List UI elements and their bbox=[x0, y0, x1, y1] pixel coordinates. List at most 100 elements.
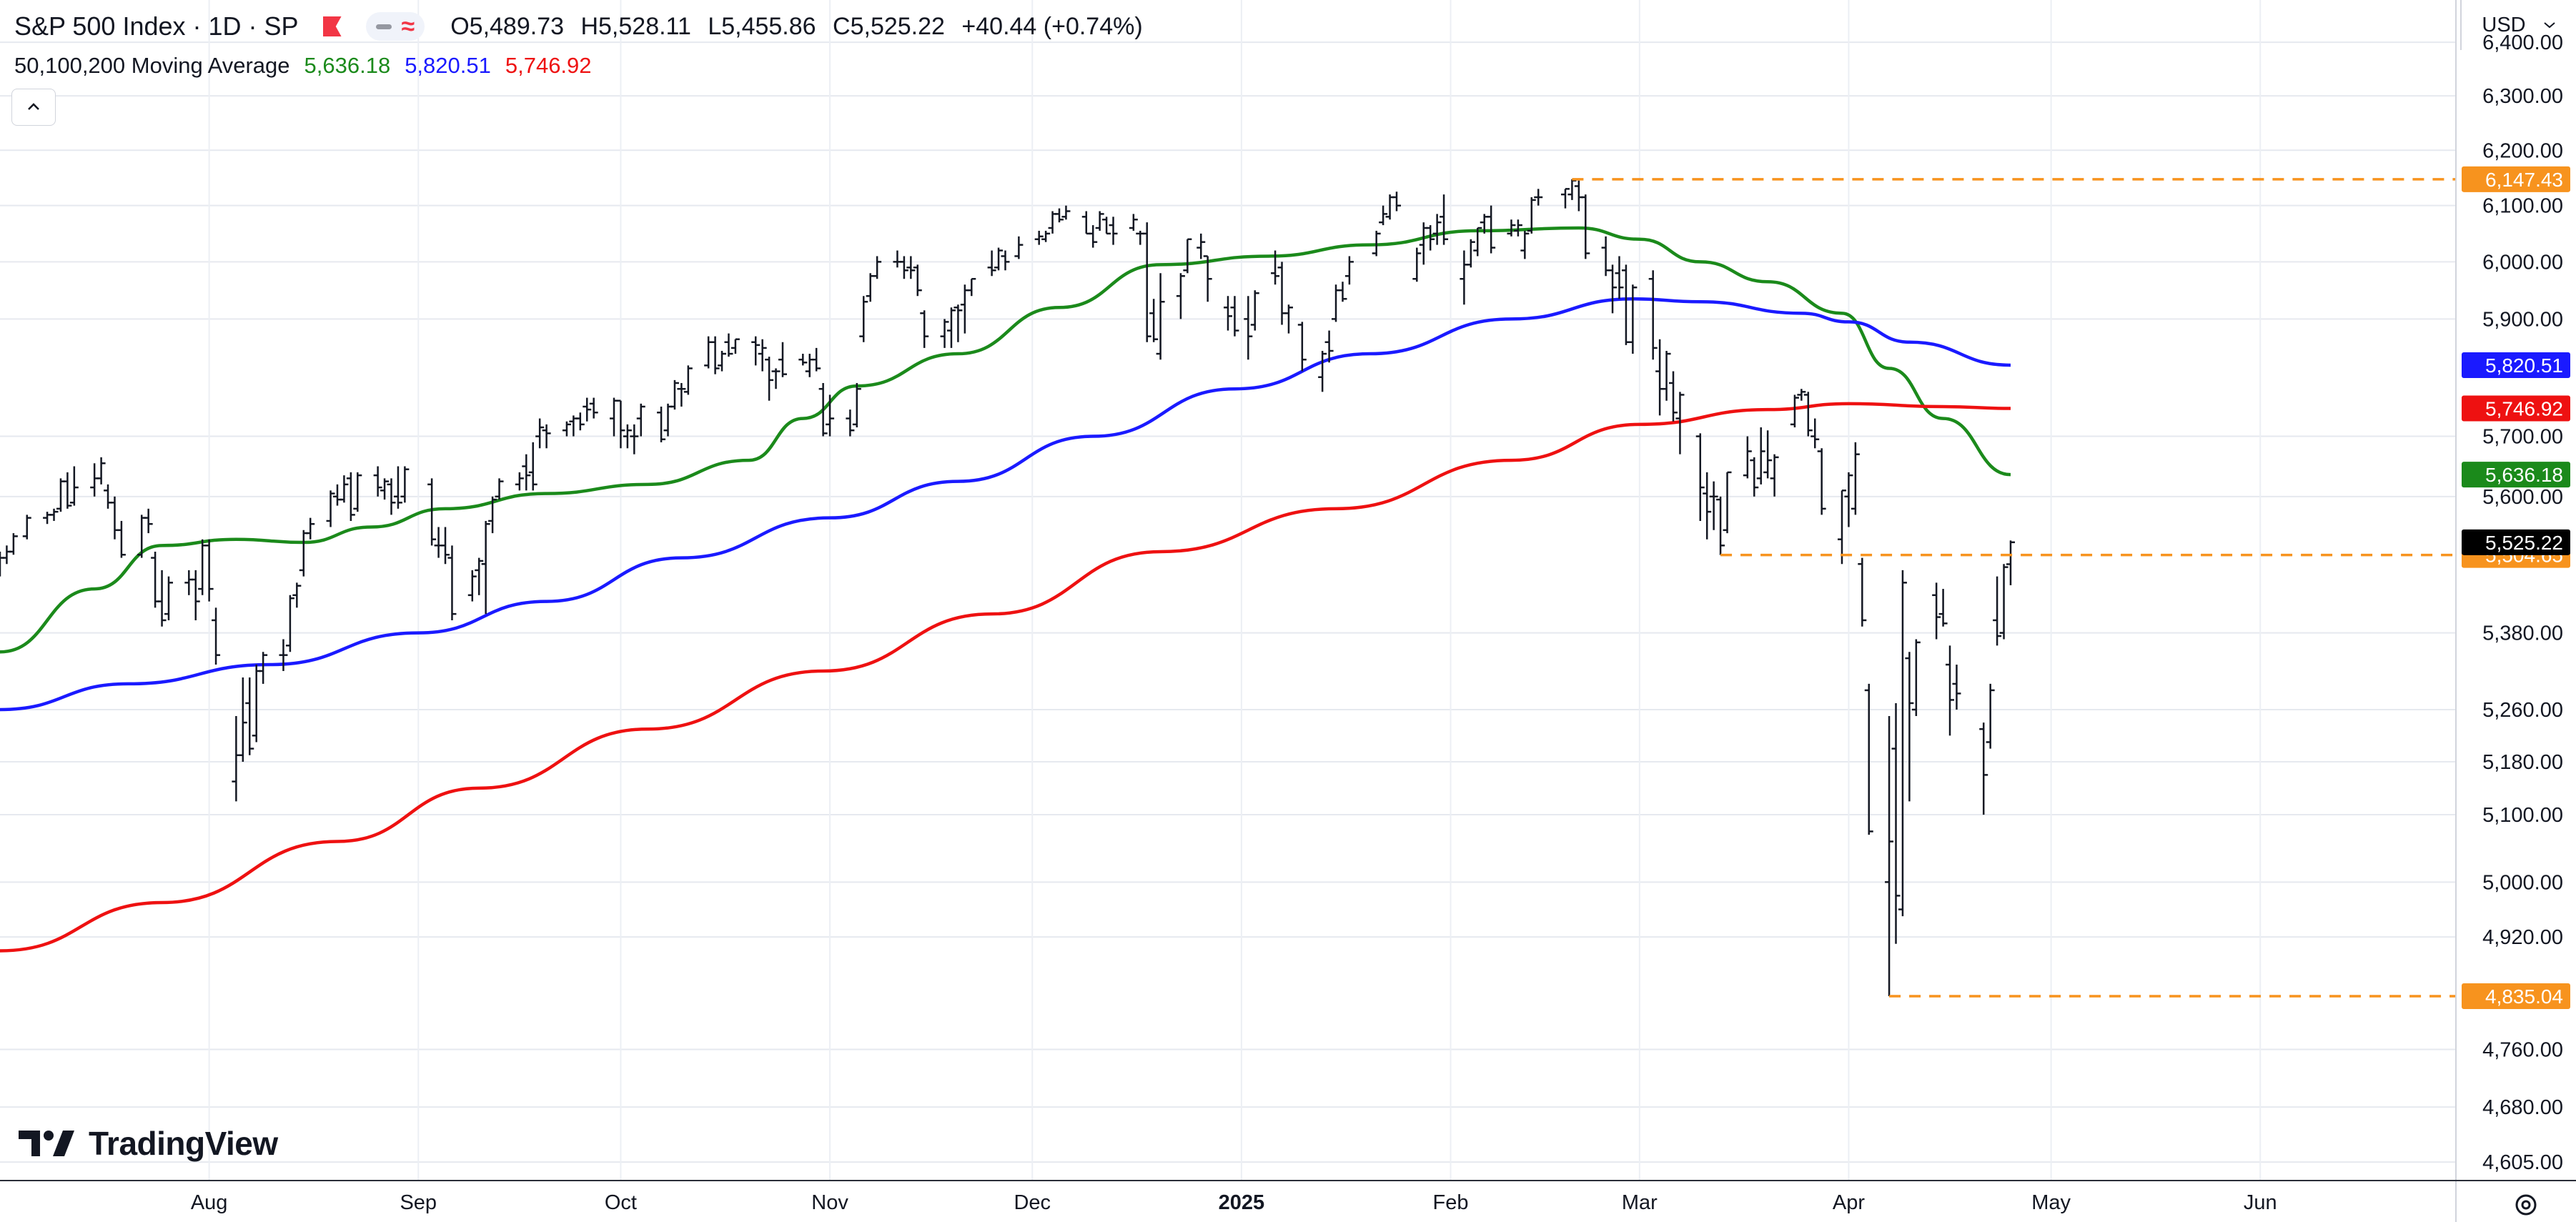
ma50-value: 5,636.18 bbox=[304, 53, 391, 78]
ohlc-bar bbox=[1379, 205, 1388, 226]
y-tick-label: 6,200.00 bbox=[2482, 139, 2563, 162]
ohlc-bar bbox=[718, 350, 727, 372]
change-value: +40.44 (+0.74%) bbox=[961, 12, 1143, 40]
price-axis-background bbox=[2457, 0, 2576, 1222]
ohlc-bar bbox=[1061, 205, 1071, 220]
ohlc-bar bbox=[1014, 236, 1024, 259]
ohlc-bar bbox=[677, 382, 686, 407]
high-value: H5,528.11 bbox=[580, 12, 691, 40]
ohlc-bar bbox=[866, 273, 875, 302]
ohlc-bar bbox=[1089, 225, 1098, 248]
ohlc-bar bbox=[1621, 264, 1630, 345]
ohlc-bar bbox=[467, 570, 477, 602]
ohlc-bar bbox=[49, 508, 59, 521]
ohlc-bar bbox=[771, 368, 781, 389]
ohlc-bar bbox=[859, 296, 868, 342]
ohlc-bar bbox=[670, 379, 679, 410]
y-tick-label: 4,605.00 bbox=[2482, 1151, 2563, 1174]
indicator-toggle[interactable]: ≈ bbox=[365, 12, 425, 41]
ohlc-bar bbox=[683, 365, 693, 395]
ohlc-bar bbox=[704, 336, 713, 369]
ohlc-bar bbox=[1507, 219, 1516, 237]
close-value: C5,525.22 bbox=[833, 12, 945, 40]
ohlc-bar bbox=[1277, 262, 1287, 325]
y-tick-label: 4,680.00 bbox=[2482, 1096, 2563, 1119]
y-tick-label: 6,400.00 bbox=[2482, 31, 2563, 54]
ohlc-bar bbox=[967, 277, 976, 297]
symbol-title[interactable]: S&P 500 Index · 1D · SP bbox=[14, 11, 299, 41]
ohlc-bar bbox=[232, 716, 241, 802]
ohlc-bar bbox=[151, 551, 160, 608]
ohlc-bar bbox=[1102, 217, 1111, 235]
ohlc-bar bbox=[1615, 256, 1624, 299]
ohlc-bar bbox=[1567, 179, 1577, 200]
ohlc-bar bbox=[636, 403, 645, 437]
ohlc-bar bbox=[1790, 394, 1799, 428]
ohlc-bar bbox=[69, 466, 79, 506]
ohlc-bar bbox=[1844, 472, 1853, 527]
flag-icon[interactable] bbox=[322, 16, 342, 36]
ohlc-bar bbox=[1932, 582, 1941, 640]
ohlc-bar bbox=[212, 607, 221, 665]
ohlc-bar bbox=[1129, 214, 1138, 231]
ohlc-bar bbox=[805, 354, 814, 377]
ohlc-bar bbox=[1224, 296, 1232, 331]
ma200-value: 5,746.92 bbox=[505, 53, 592, 78]
ohlc-bar bbox=[575, 412, 585, 431]
ohlc-bar bbox=[1756, 427, 1765, 485]
ohlc-values: O5,489.73 H5,528.11 L5,455.86 C5,525.22 … bbox=[450, 13, 1152, 41]
low-value: L5,455.86 bbox=[708, 12, 816, 40]
horizontal-levels bbox=[1572, 178, 2456, 998]
price-tags: 6,147.435,820.515,746.925,636.185,504.65… bbox=[2462, 166, 2570, 1010]
ohlc-bar bbox=[1183, 238, 1192, 274]
ohlc-bar bbox=[400, 466, 410, 503]
ohlc-bar bbox=[1803, 392, 1813, 437]
ohlc-bar bbox=[1034, 230, 1044, 245]
ohlc-bar bbox=[940, 319, 949, 348]
ohlc-bar bbox=[279, 639, 288, 671]
ohlc-bar bbox=[960, 284, 969, 334]
ohlc-bar bbox=[630, 424, 639, 454]
chevron-down-icon bbox=[2543, 22, 2555, 29]
ohlc-bar bbox=[144, 508, 153, 534]
x-tick-label: Apr bbox=[1833, 1191, 1865, 1214]
ma-line-100 bbox=[0, 297, 2011, 712]
ohlc-bar bbox=[1176, 273, 1185, 319]
ohlc-bar bbox=[616, 399, 625, 449]
ohlc-bar bbox=[987, 250, 996, 277]
ohlc-bar bbox=[353, 472, 362, 512]
ohlc-bar bbox=[1851, 442, 1860, 515]
ohlc-bar bbox=[1648, 270, 1658, 360]
ohlc-bar bbox=[1432, 214, 1442, 245]
y-tick-label: 5,260.00 bbox=[2482, 699, 2563, 722]
ohlc-bar bbox=[1628, 284, 1638, 354]
ohlc-bar bbox=[1938, 589, 1948, 627]
ohlc-bar bbox=[1055, 208, 1064, 223]
ohlc-bar bbox=[1763, 430, 1773, 479]
indicator-legend[interactable]: 50,100,200 Moving Average 5,636.18 5,820… bbox=[14, 49, 606, 83]
ohlc-bar bbox=[393, 466, 402, 509]
x-tick-label: Nov bbox=[811, 1191, 848, 1214]
ohlc-bar bbox=[920, 310, 929, 348]
ohlc-bar bbox=[1534, 189, 1543, 206]
price-tag-ma200: 5,746.92 bbox=[2462, 395, 2570, 422]
ohlc-bar bbox=[1723, 471, 1732, 534]
tradingview-logo[interactable]: TradingView bbox=[19, 1123, 278, 1163]
ohlc-bar bbox=[299, 530, 308, 577]
ohlc-bar bbox=[562, 421, 571, 437]
gear-icon[interactable] bbox=[2512, 1191, 2540, 1219]
y-tick-label: 5,700.00 bbox=[2482, 426, 2563, 449]
ma-line-50 bbox=[0, 226, 2011, 654]
ohlc-bar bbox=[1318, 350, 1327, 392]
ohlc-bar bbox=[191, 570, 200, 620]
currency-selector[interactable]: USD bbox=[2460, 0, 2576, 50]
collapse-legend-button[interactable] bbox=[11, 89, 56, 126]
ohlc-bar bbox=[906, 256, 916, 279]
tradingview-logo-icon bbox=[19, 1131, 74, 1156]
x-tick-label: Aug bbox=[191, 1191, 228, 1214]
brand-name: TradingView bbox=[89, 1125, 278, 1162]
indicator-name: 50,100,200 Moving Average bbox=[14, 53, 290, 78]
ohlc-bar bbox=[765, 357, 774, 401]
ohlc-bar bbox=[542, 424, 551, 449]
